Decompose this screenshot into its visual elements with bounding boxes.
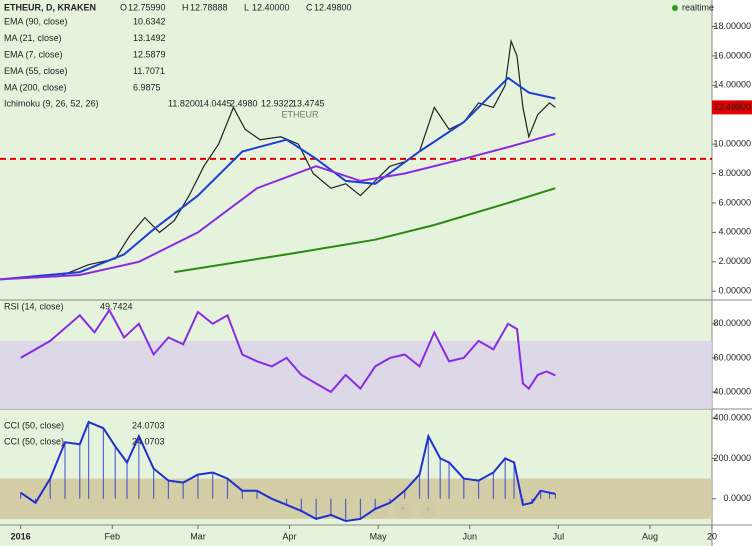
x-tick-label: Jul: [553, 531, 565, 541]
ohlc-key: O: [120, 2, 127, 12]
indicator-name: EMA (90, close): [4, 16, 68, 26]
y-tick-label: 80.00000: [713, 318, 751, 328]
indicator-name: EMA (7, close): [4, 49, 63, 59]
y-tick-label: 16.00000: [713, 50, 751, 60]
y-tick-label: 18.00000: [713, 21, 751, 31]
series-line: [0, 76, 556, 281]
ohlc-value: 12.75990: [128, 2, 166, 12]
ohlc-value: 12.78888: [190, 2, 228, 12]
indicator-name: RSI (14, close): [4, 301, 64, 311]
realtime-dot: [672, 5, 678, 11]
indicator-value: 2.4980: [230, 98, 258, 108]
indicator-value: 24.0703: [132, 436, 165, 446]
x-tick-label: Mar: [190, 531, 206, 541]
y-tick-label: 2.00000: [718, 256, 751, 266]
y-tick-label: 4.00000: [718, 227, 751, 237]
x-tick-label: 20: [707, 531, 717, 541]
y-tick-label: 400.0000: [713, 412, 751, 422]
x-tick-label: Apr: [283, 531, 297, 541]
indicator-name: Ichimoku (9, 26, 52, 26): [4, 98, 99, 108]
indicator-value: 10.6342: [133, 16, 166, 26]
indicator-name: MA (21, close): [4, 33, 62, 43]
last-price-box: [712, 100, 752, 115]
indicator-value: 14.0445: [199, 98, 232, 108]
ohlc-key: H: [182, 2, 189, 12]
series-line: [174, 187, 556, 274]
indicator-name: MA (200, close): [4, 82, 67, 92]
cci-line: [20, 420, 556, 523]
indicator-name: CCI (50, close): [4, 420, 64, 430]
price-axis-column: [712, 0, 752, 546]
series-line: [20, 308, 556, 394]
indicator-value: 24.0703: [132, 420, 165, 430]
watermark: ETHEUR: [281, 109, 319, 119]
rsi-band: [0, 340, 712, 409]
x-tick-label: 2016: [11, 531, 31, 541]
x-tick-label: Aug: [642, 531, 658, 541]
ohlc-value: 12.40000: [252, 2, 290, 12]
ohlc-key: L: [244, 2, 249, 12]
indicator-name: CCI (50, close): [4, 436, 64, 446]
indicator-value: 12.9322: [261, 98, 294, 108]
indicator-value: 6.9875: [133, 82, 161, 92]
y-tick-label: 0.00000: [718, 286, 751, 296]
y-tick-label: 0.0000: [723, 493, 751, 503]
realtime: realtime: [682, 2, 714, 12]
y-tick-label: 200.0000: [713, 453, 751, 463]
indicator-name: EMA (55, close): [4, 66, 68, 76]
y-tick-label: 60.00000: [713, 352, 751, 362]
indicator-value: 13.4745: [292, 98, 325, 108]
last-price-label: 12.49800: [713, 102, 751, 112]
indicator-value: 12.5879: [133, 49, 166, 59]
y-tick-label: 14.00000: [713, 80, 751, 90]
y-tick-label: 6.00000: [718, 197, 751, 207]
indicator-value: 13.1492: [133, 33, 166, 43]
x-tick-label: May: [370, 531, 388, 541]
y-tick-label: 8.00000: [718, 168, 751, 178]
ohlc-key: C: [306, 2, 313, 12]
indicator-value: 49.7424: [100, 301, 133, 311]
series-line: [0, 132, 556, 281]
ohlc-value: 12.49800: [314, 2, 352, 12]
y-tick-label: 10.00000: [713, 138, 751, 148]
symbol: ETHEUR, D, KRAKEN: [4, 2, 96, 12]
x-tick-label: Jun: [462, 531, 477, 541]
indicator-value: 11.8200: [168, 98, 200, 108]
y-tick-label: 40.00000: [713, 386, 751, 396]
x-tick-label: Feb: [105, 531, 121, 541]
series-line: [0, 38, 556, 280]
cci-band: [0, 478, 712, 519]
indicator-value: 11.7071: [133, 66, 165, 76]
